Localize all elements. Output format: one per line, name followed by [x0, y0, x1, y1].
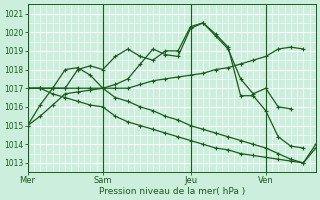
X-axis label: Pression niveau de la mer( hPa ): Pression niveau de la mer( hPa ): [99, 187, 245, 196]
